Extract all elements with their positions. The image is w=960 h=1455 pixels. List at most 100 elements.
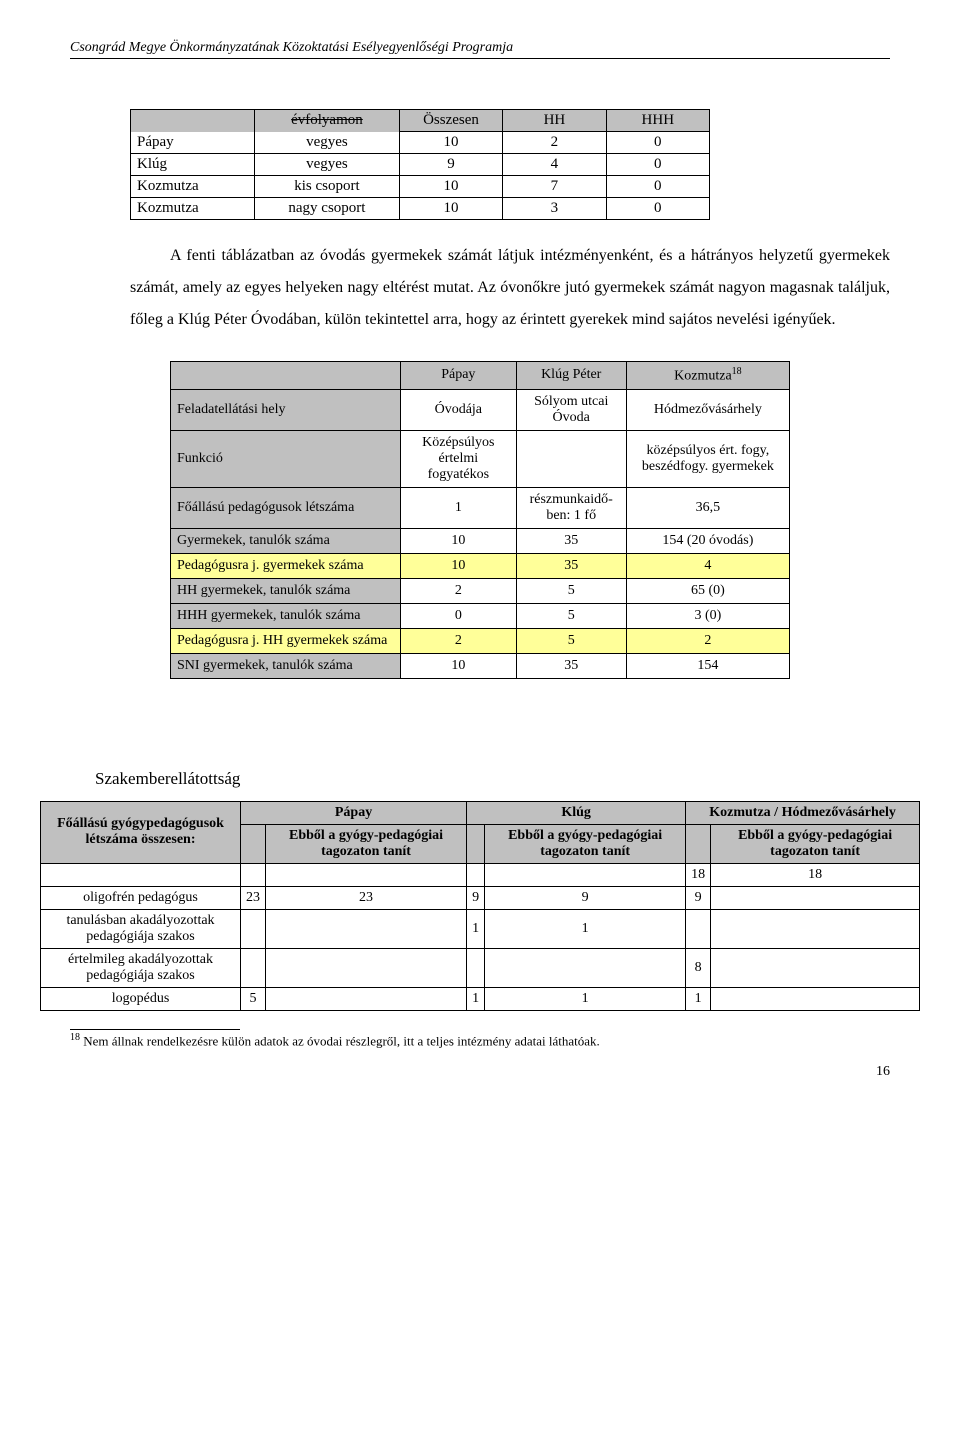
footnote-rule [70,1029,240,1030]
t1-r1-name: Klúg [131,154,255,176]
body-paragraph: A fenti táblázatban az óvodás gyermekek … [130,240,890,336]
page-number: 16 [70,1064,890,1080]
t1-r2-group: kis csoport [255,176,400,198]
table-ovodas: évfolyamon Összesen HH HHH Pápay vegyes … [130,109,710,220]
t2-r5-l: HH gyermekek, tanulók száma [171,578,401,603]
t1-col-1: HH [503,110,606,132]
t1-col-0: Összesen [399,110,502,132]
t3-pre-5: 18 [711,863,920,886]
t3-r0-l: oligofrén pedagógus [41,886,241,909]
t2-r8-l: SNI gyermekek, tanulók száma [171,653,401,678]
t3-r3-1 [266,987,467,1010]
t1-r2-v0: 10 [399,176,502,198]
t2-blank [171,362,401,390]
t1-r1-group: vegyes [255,154,400,176]
t3-r3-3: 1 [485,987,686,1010]
t1-r0-v2: 0 [606,132,709,154]
t1-r3-name: Kozmutza [131,198,255,220]
t2-r1-2: középsúlyos ért. fogy, beszédfogy. gyerm… [626,430,789,487]
t3-r3-2: 1 [467,987,485,1010]
t3-r2-2 [467,948,485,987]
t2-r5-2: 65 (0) [626,578,789,603]
t2-r4-2: 4 [626,553,789,578]
t3-r2-l: értelmileg akadályozottak pedagógiája sz… [41,948,241,987]
t3-r2-1 [266,948,467,987]
t3-r1-1 [266,909,467,948]
t2-r0-0: Óvodája [401,389,517,430]
t2-r0-2: Hódmezővásárhely [626,389,789,430]
t1-r2-name: Kozmutza [131,176,255,198]
t3-r0-5 [711,886,920,909]
t2-r1-l: Funkció [171,430,401,487]
t3-pre-4: 18 [686,863,711,886]
t2-r2-1: részmunkaidő-ben: 1 fő [516,487,626,528]
t1-r3-v1: 3 [503,198,606,220]
t3-pre-3 [485,863,686,886]
t2-r7-l: Pedagógusra j. HH gyermekek száma [171,628,401,653]
t3-r3-5 [711,987,920,1010]
t3-sub-0b: Ebből a gyógy-pedagógiai tagozaton tanít [266,824,467,863]
t1-r3-group: nagy csoport [255,198,400,220]
t2-r7-1: 5 [516,628,626,653]
t3-lh: Főállású gyógypedagógusok létszáma össze… [41,801,241,863]
t1-r1-v1: 4 [503,154,606,176]
table-szakember: Főállású gyógypedagógusok létszáma össze… [40,801,920,1011]
t1-r3-v2: 0 [606,198,709,220]
t2-r7-2: 2 [626,628,789,653]
t2-r4-1: 35 [516,553,626,578]
t3-r0-1: 23 [266,886,467,909]
t2-r4-0: 10 [401,553,517,578]
t2-r3-0: 10 [401,528,517,553]
t2-r5-1: 5 [516,578,626,603]
t2-col-1: Klúg Péter [516,362,626,390]
t2-r6-0: 0 [401,603,517,628]
t1-r1-v0: 9 [399,154,502,176]
t1-r3-v0: 10 [399,198,502,220]
t2-r6-1: 5 [516,603,626,628]
t3-r0-0: 23 [241,886,266,909]
t1-col-2: HHH [606,110,709,132]
t2-r1-1 [516,430,626,487]
t2-col-2: Kozmutza18 [626,362,789,390]
t3-pre-1 [266,863,467,886]
t3-r0-2: 9 [467,886,485,909]
t2-r5-0: 2 [401,578,517,603]
t1-r0-group: vegyes [255,132,400,154]
t3-r3-l: logopédus [41,987,241,1010]
t2-r2-2: 36,5 [626,487,789,528]
t1-r0-v1: 2 [503,132,606,154]
t3-top-2: Kozmutza / Hódmezővásárhely [686,801,920,824]
t3-r1-4 [686,909,711,948]
t2-r8-1: 35 [516,653,626,678]
section-title: Szakemberellátottság [95,769,890,789]
t2-r1-0: Középsúlyos értelmi fogyatékos [401,430,517,487]
table-intezmeny: Pápay Klúg Péter Kozmutza18 Feladatellát… [170,361,790,679]
t2-r6-l: HHH gyermekek, tanulók száma [171,603,401,628]
t3-sub-1b: Ebből a gyógy-pedagógiai tagozaton tanít [485,824,686,863]
doc-header: Csongrád Megye Önkormányzatának Közoktat… [70,40,890,59]
t2-r3-2: 154 (20 óvodás) [626,528,789,553]
t2-r8-2: 154 [626,653,789,678]
t3-r3-4: 1 [686,987,711,1010]
t2-col-0: Pápay [401,362,517,390]
t2-r2-0: 1 [401,487,517,528]
para-text: A fenti táblázatban az óvodás gyermekek … [130,247,890,328]
t3-r2-4: 8 [686,948,711,987]
t3-r0-4: 9 [686,886,711,909]
t2-r4-l: Pedagógusra j. gyermekek száma [171,553,401,578]
t3-r1-5 [711,909,920,948]
t3-r2-3 [485,948,686,987]
t3-pre-0 [241,863,266,886]
t3-sub-2a [686,824,711,863]
t2-r0-l: Feladatellátási hely [171,389,401,430]
t3-sub-1a [467,824,485,863]
t2-r3-1: 35 [516,528,626,553]
t3-pre-l [41,863,241,886]
t3-sub-2b: Ebből a gyógy-pedagógiai tagozaton tanít [711,824,920,863]
footnote: 18 Nem állnak rendelkezésre külön adatok… [70,1032,890,1049]
t3-pre-2 [467,863,485,886]
t3-r1-2: 1 [467,909,485,948]
t3-sub-0a [241,824,266,863]
t2-r0-1: Sólyom utcai Óvoda [516,389,626,430]
t1-r0-v0: 10 [399,132,502,154]
